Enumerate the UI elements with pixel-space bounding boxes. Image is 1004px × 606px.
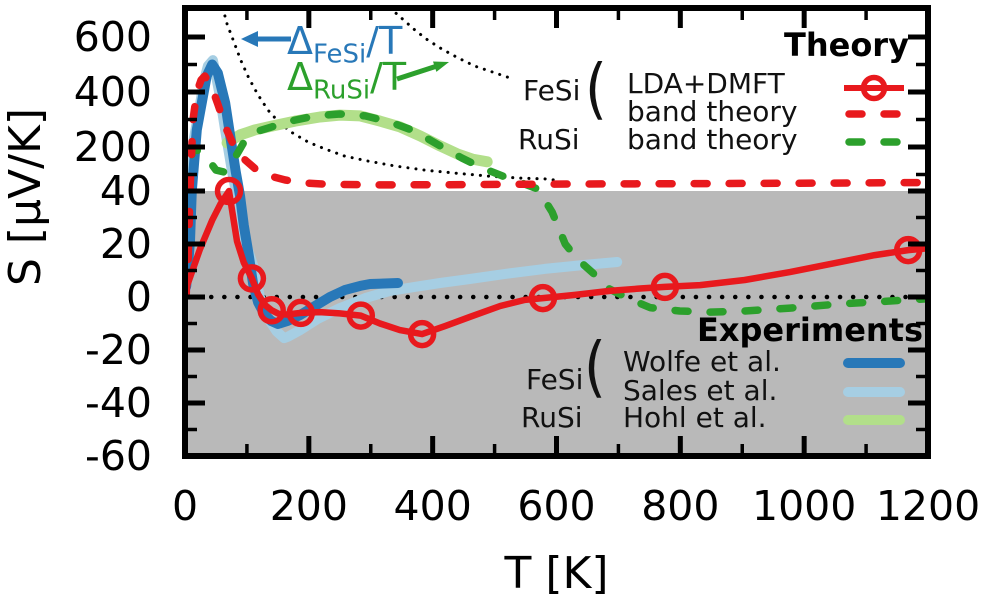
x-tick-label-600: 600 xyxy=(517,482,595,530)
y-tick-label--20: -20 xyxy=(85,326,152,374)
y-tick-label-0: 0 xyxy=(126,273,152,321)
marker-lda_dmft xyxy=(650,272,680,302)
marker-lda_dmft xyxy=(407,319,437,349)
marker-lda_dmft xyxy=(528,283,558,313)
x-tick-label-0: 0 xyxy=(172,482,198,530)
series-delta_rusi_over_T xyxy=(388,8,512,80)
x-tick-label-800: 800 xyxy=(641,482,719,530)
y-tick-label--40: -40 xyxy=(85,379,152,427)
y-tick-label-20: 20 xyxy=(100,220,152,268)
marker-lda_dmft xyxy=(237,264,267,293)
x-tick-label-1200: 1200 xyxy=(876,482,980,530)
marker-lda_dmft xyxy=(893,235,923,265)
marker-lda_dmft xyxy=(286,298,316,328)
series-lda_dmft xyxy=(185,187,928,338)
x-tick-label-400: 400 xyxy=(394,482,472,530)
marker-lda_dmft xyxy=(346,301,376,330)
y-tick-label-600: 600 xyxy=(74,13,152,61)
marker-lda_dmft xyxy=(214,176,244,206)
series-wolfe xyxy=(185,59,403,329)
y-tick-label--60: -60 xyxy=(85,432,152,480)
series-delta_fesi_over_T xyxy=(221,8,557,182)
series-rusi_band xyxy=(185,110,928,316)
y-tick-label-400: 400 xyxy=(74,68,152,116)
series-group xyxy=(185,8,928,349)
marker-lda_dmft xyxy=(257,296,286,325)
y-tick-label-40: 40 xyxy=(100,167,152,215)
x-tick-label-200: 200 xyxy=(270,482,348,530)
plot-border xyxy=(182,5,931,459)
series-fesi_band xyxy=(185,72,928,299)
series-hohl xyxy=(221,109,493,168)
y-tick-label-200: 200 xyxy=(74,123,152,171)
x-tick-label-1000: 1000 xyxy=(752,482,856,530)
